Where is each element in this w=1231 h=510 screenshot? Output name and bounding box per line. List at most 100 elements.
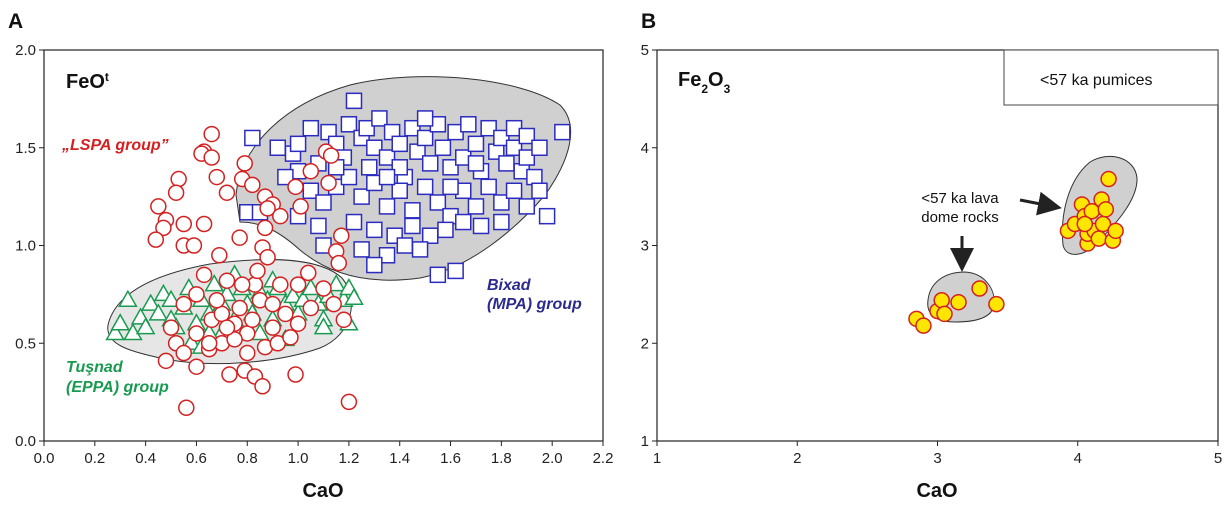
x-tick-label: 2.2	[593, 450, 614, 467]
x-tick-label: 2.0	[542, 450, 563, 467]
point	[203, 125, 220, 143]
point	[378, 149, 396, 166]
point	[344, 287, 364, 306]
point	[353, 241, 370, 258]
point	[221, 366, 238, 383]
point	[434, 139, 452, 156]
point	[315, 280, 332, 297]
arrow	[1019, 191, 1062, 216]
point	[282, 329, 299, 346]
point	[231, 229, 248, 246]
annotation: (MPA) group	[487, 296, 582, 313]
point	[135, 317, 156, 335]
point	[1076, 215, 1094, 233]
point	[340, 168, 358, 186]
point	[178, 399, 195, 417]
x-tick-label: 1.4	[389, 450, 410, 467]
x-tick-label: 1.0	[288, 450, 309, 467]
point	[147, 231, 165, 248]
point	[1107, 222, 1124, 240]
annotation: Tuşnad	[66, 359, 124, 376]
point	[185, 237, 203, 254]
point	[118, 289, 138, 307]
point	[460, 116, 477, 133]
point	[554, 123, 571, 141]
point	[211, 247, 228, 264]
point	[493, 129, 510, 147]
point	[175, 295, 192, 313]
point	[287, 178, 304, 196]
point	[175, 344, 192, 362]
y-tick-label: 1	[641, 433, 649, 450]
point	[421, 155, 439, 172]
legend-label: <57 ka pumices	[1040, 72, 1153, 89]
point	[226, 331, 243, 348]
y-axis-title-part: FeO	[66, 71, 105, 93]
x-tick-label: 3	[933, 450, 941, 467]
plot-frame	[656, 49, 1219, 442]
point	[531, 139, 548, 156]
point	[161, 289, 181, 307]
plot-frame	[43, 49, 604, 442]
x-tick-label: 4	[1074, 450, 1082, 467]
point	[378, 198, 396, 215]
point	[287, 366, 304, 383]
point	[140, 293, 161, 311]
x-tick-label: 2	[793, 450, 801, 467]
point	[411, 241, 429, 258]
x-tick-label: 0.4	[135, 450, 156, 467]
point	[416, 129, 434, 147]
point	[213, 305, 231, 323]
point	[505, 182, 523, 200]
y-axis-title-part: Fe	[678, 69, 701, 91]
point	[204, 274, 225, 292]
point	[188, 286, 205, 303]
point	[531, 182, 548, 200]
x-tick-label: 1.8	[491, 450, 512, 467]
point	[404, 202, 421, 219]
point	[218, 272, 236, 289]
point	[233, 276, 251, 293]
point	[301, 277, 321, 296]
y-tick-label: 4	[641, 140, 649, 157]
point	[239, 344, 256, 362]
point	[345, 92, 363, 110]
point	[254, 378, 271, 395]
point	[505, 139, 523, 156]
point	[244, 129, 261, 147]
point	[467, 135, 485, 153]
point	[289, 315, 307, 332]
y-tick-label: 2	[641, 335, 649, 352]
point	[518, 198, 536, 215]
point	[360, 159, 378, 176]
point	[358, 119, 375, 137]
x-axis-title: CaO	[916, 480, 957, 502]
point	[442, 178, 459, 196]
point	[162, 319, 180, 336]
point	[950, 293, 967, 311]
point	[157, 352, 175, 370]
point	[320, 174, 337, 192]
point	[105, 322, 125, 341]
point	[170, 170, 187, 188]
point	[272, 207, 289, 225]
x-tick-label: 0.2	[84, 450, 105, 467]
point	[231, 299, 248, 317]
point	[272, 276, 289, 293]
point	[167, 184, 185, 201]
panel-label: A	[8, 10, 23, 33]
point	[289, 135, 307, 153]
point	[936, 305, 953, 323]
point	[322, 147, 340, 164]
point	[123, 322, 143, 341]
point	[391, 182, 408, 200]
annotation: dome rocks	[921, 209, 999, 226]
points	[908, 70, 1124, 334]
point	[442, 159, 459, 176]
point	[378, 168, 396, 186]
point	[366, 256, 383, 274]
y-axis-title: Fe2O3	[678, 69, 731, 96]
point	[404, 217, 421, 235]
point	[188, 358, 205, 375]
point	[148, 303, 169, 321]
